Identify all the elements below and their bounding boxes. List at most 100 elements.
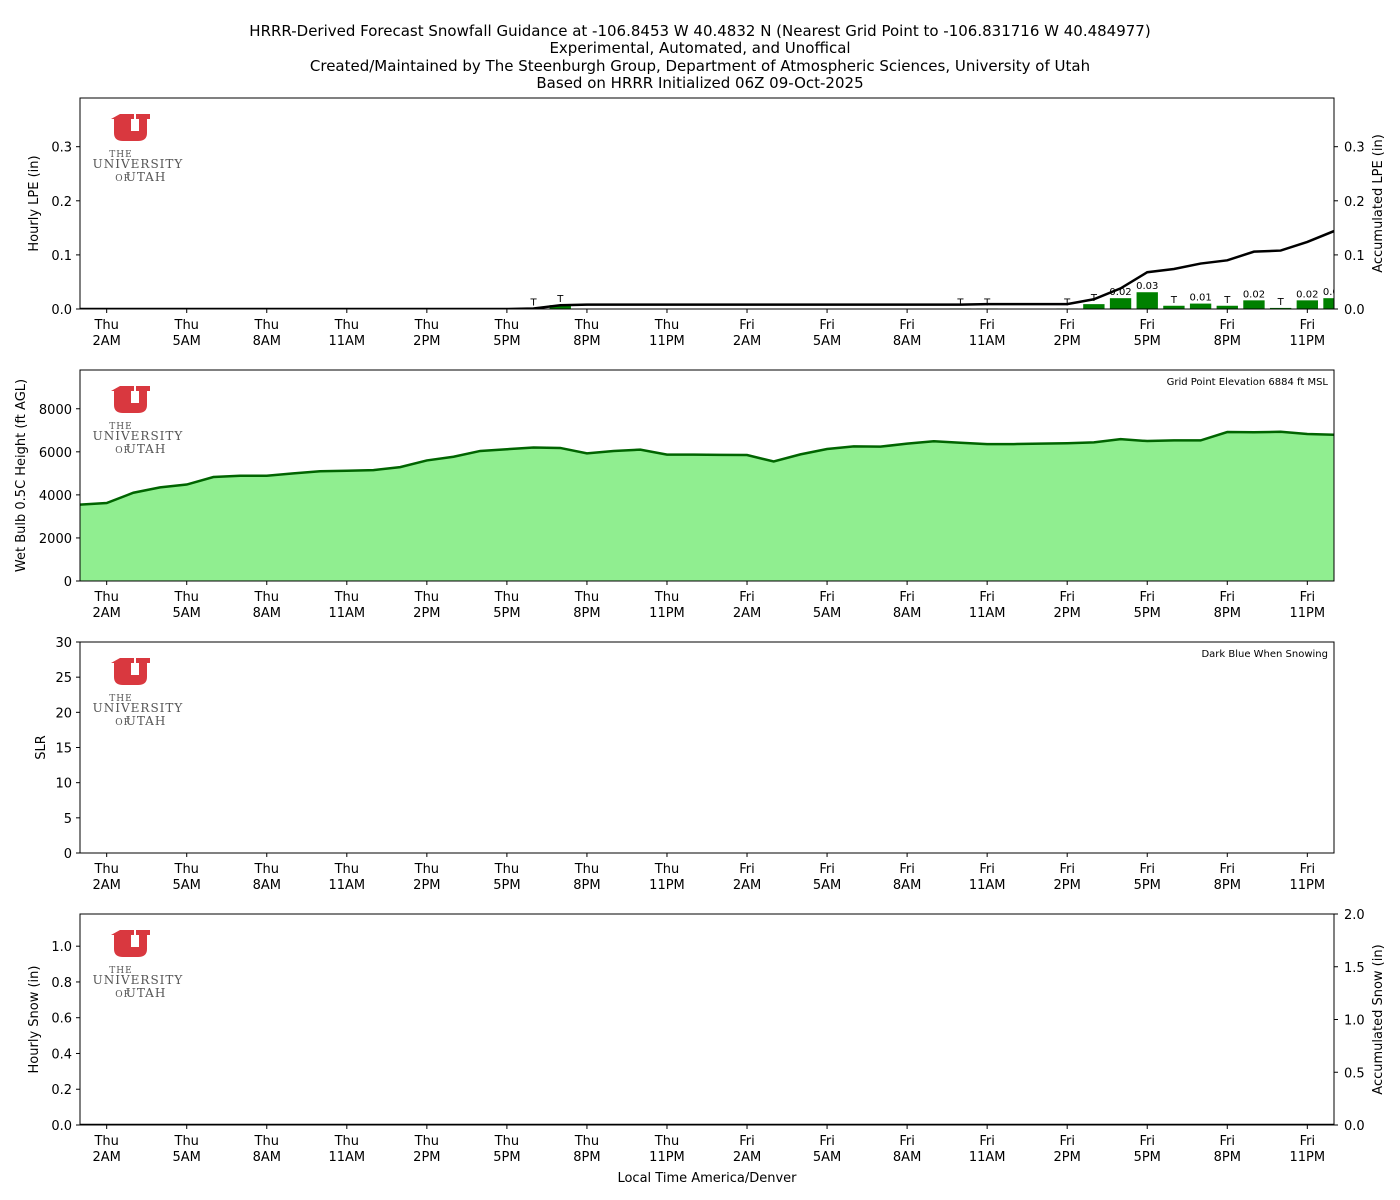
- x-tick-time-label: 8PM: [1214, 1150, 1241, 1165]
- x-tick-time-label: 5PM: [1134, 334, 1161, 349]
- x-tick-day-label: Fri: [1139, 318, 1155, 333]
- x-tick-day-label: Thu: [93, 1134, 118, 1149]
- hourly-bar: [1323, 298, 1334, 309]
- x-tick-time-label: 8AM: [893, 606, 921, 621]
- x-tick-day-label: Fri: [979, 318, 995, 333]
- x-tick-day-label: Fri: [1300, 590, 1316, 605]
- y-axis-label: Hourly Snow (in): [27, 966, 42, 1074]
- x-tick-time-label: 2PM: [413, 334, 440, 349]
- x-tick-day-label: Thu: [494, 862, 519, 877]
- panel-snow: 0.0 0.2 0.4 0.6 0.8 1.0 0.0 0.5 1.0 1.5 2.0 Accumul…: [27, 908, 1386, 1165]
- x-tick-time-label: 11AM: [328, 606, 365, 621]
- logo-text-of: OF: [115, 446, 131, 456]
- x-tick-day-label: Thu: [414, 590, 439, 605]
- x-tick-time-label: 8AM: [253, 334, 281, 349]
- x-tick-time-label: 11PM: [649, 334, 685, 349]
- x-tick-time-label: 2AM: [92, 334, 120, 349]
- title-line-2: Experimental, Automated, and Unoffical: [549, 39, 850, 57]
- x-tick-day-label: Thu: [254, 862, 279, 877]
- x-tick-time-label: 11AM: [328, 334, 365, 349]
- bar-value-label: 0.02: [1109, 287, 1131, 298]
- x-tick-time-label: 2PM: [413, 878, 440, 893]
- y-axis-label: Hourly LPE (in): [27, 155, 42, 251]
- x-tick-day-label: Fri: [1059, 590, 1075, 605]
- hourly-bar: [1189, 303, 1212, 309]
- x-tick-day-label: Thu: [494, 590, 519, 605]
- x-tick-day-label: Fri: [1139, 590, 1155, 605]
- x-tick-time-label: 8AM: [893, 1150, 921, 1165]
- y-tick-label: 6000: [39, 446, 72, 461]
- hourly-bar: [1243, 300, 1265, 309]
- logo-text-the: THE: [109, 150, 132, 160]
- bar-value-label: T: [1223, 295, 1231, 306]
- y-tick-label: 5: [64, 812, 72, 827]
- y-tick-label: 4000: [39, 489, 72, 504]
- x-tick-time-label: 5AM: [173, 1150, 201, 1165]
- x-tick-day-label: Fri: [979, 590, 995, 605]
- y-right-tick-label: 1.5: [1344, 961, 1365, 976]
- x-tick-day-label: Fri: [739, 1134, 755, 1149]
- y-right-axis-label: Accumulated Snow (in): [1371, 944, 1386, 1094]
- block-u-icon: [111, 658, 150, 685]
- title-line-1: HRRR-Derived Forecast Snowfall Guidance …: [249, 22, 1150, 40]
- x-tick-time-label: 8PM: [573, 334, 600, 349]
- bar-value-label: 0.01: [1189, 293, 1211, 304]
- logo-text-university: UNIVERSITY: [93, 157, 184, 171]
- x-tick-day-label: Fri: [1220, 590, 1236, 605]
- x-tick-day-label: Thu: [174, 1134, 199, 1149]
- x-tick-day-label: Thu: [654, 862, 679, 877]
- x-tick-day-label: Fri: [1300, 862, 1316, 877]
- lpe-frame: [79, 97, 1335, 310]
- logo-text-of: OF: [115, 990, 131, 1000]
- x-tick-time-label: 2AM: [733, 1150, 761, 1165]
- x-tick-time-label: 2PM: [1054, 1150, 1081, 1165]
- x-tick-day-label: Fri: [819, 862, 835, 877]
- x-tick-day-label: Thu: [334, 862, 359, 877]
- x-tick-time-label: 2PM: [1054, 878, 1081, 893]
- y-right-tick-label: 0.3: [1344, 141, 1365, 156]
- bar-value-label: T: [1277, 297, 1285, 308]
- y-tick-label: 0: [64, 575, 72, 590]
- wetbulb-plot-area: [80, 430, 1334, 581]
- x-tick-time-label: 2AM: [733, 334, 761, 349]
- y-tick-label: 0.0: [51, 303, 72, 318]
- x-tick-day-label: Thu: [654, 318, 679, 333]
- x-tick-day-label: Fri: [1059, 318, 1075, 333]
- x-tick-day-label: Thu: [93, 862, 118, 877]
- x-tick-time-label: 8AM: [253, 878, 281, 893]
- x-tick-time-label: 8AM: [893, 878, 921, 893]
- bar-value-label: 0.03: [1136, 281, 1158, 292]
- x-tick-time-label: 11AM: [328, 1150, 365, 1165]
- x-tick-time-label: 5PM: [1134, 878, 1161, 893]
- x-tick-time-label: 5PM: [1134, 606, 1161, 621]
- hourly-bar: [1216, 305, 1238, 309]
- y-tick-label: 0.2: [51, 1083, 72, 1098]
- x-tick-day-label: Thu: [334, 318, 359, 333]
- x-tick-time-label: 2AM: [92, 878, 120, 893]
- bar-value-label: 0.02: [1296, 289, 1318, 300]
- hourly-bar: [549, 305, 571, 309]
- x-tick-time-label: 11PM: [1290, 1150, 1326, 1165]
- y-tick-label: 0.3: [51, 141, 72, 156]
- x-tick-time-label: 11PM: [1290, 606, 1326, 621]
- x-tick-day-label: Fri: [1139, 862, 1155, 877]
- x-tick-time-label: 5AM: [173, 334, 201, 349]
- snow-frame: [79, 913, 1335, 1126]
- x-tick-day-label: Thu: [654, 590, 679, 605]
- hourly-bar: [1109, 298, 1132, 309]
- x-tick-time-label: 11PM: [1290, 878, 1326, 893]
- block-u-icon: [111, 386, 150, 413]
- accumulated-line: [80, 229, 1334, 309]
- x-tick-day-label: Fri: [819, 318, 835, 333]
- y-tick-label: 2000: [39, 532, 72, 547]
- logo-text-university: UNIVERSITY: [93, 701, 184, 715]
- wet-bulb-line: [80, 430, 1334, 506]
- x-tick-day-label: Fri: [1300, 318, 1316, 333]
- x-tick-day-label: Thu: [254, 318, 279, 333]
- x-tick-day-label: Thu: [654, 1134, 679, 1149]
- x-tick-time-label: 11AM: [969, 1150, 1006, 1165]
